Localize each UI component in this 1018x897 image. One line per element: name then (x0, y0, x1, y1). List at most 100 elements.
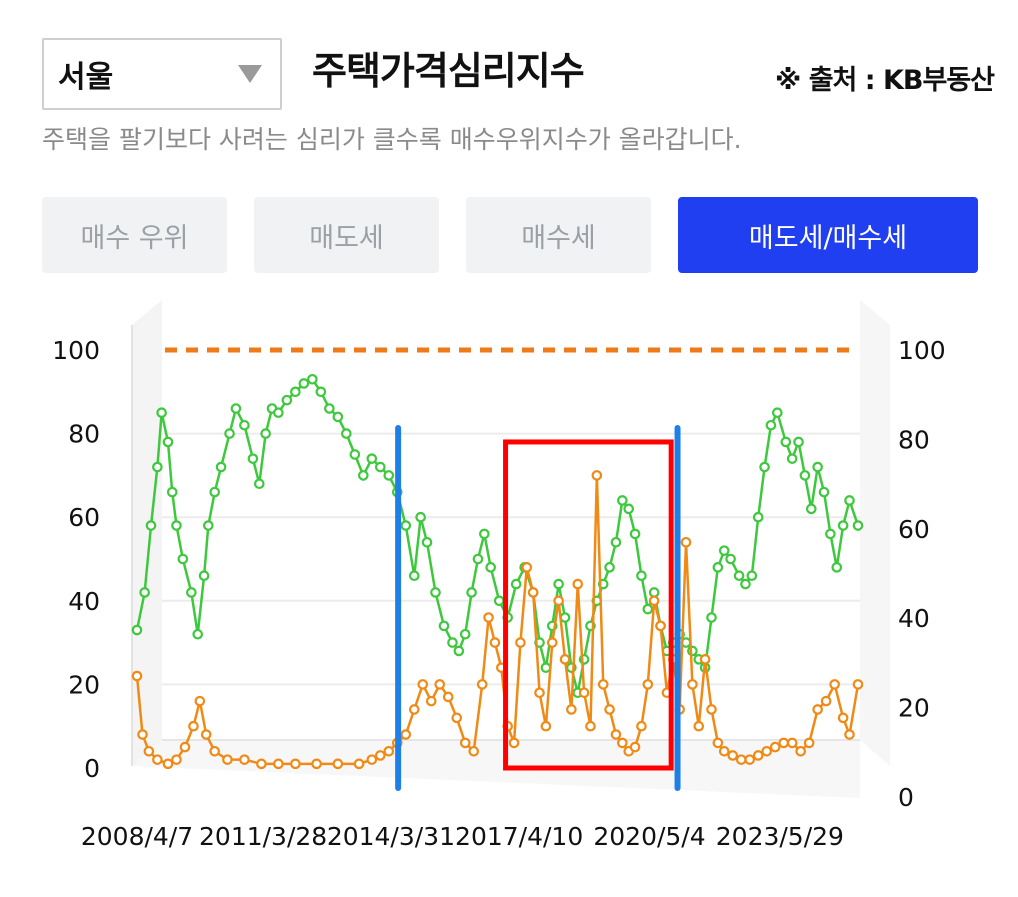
highlight-box (503, 439, 674, 771)
green-point (198, 570, 210, 582)
x-tick-label: 2020/5/4 (593, 822, 705, 851)
green-point (400, 520, 412, 531)
tab-sell-trend[interactable]: 매도세 (254, 197, 439, 273)
green-point (687, 645, 698, 657)
green-point (793, 436, 804, 448)
green-point (332, 411, 344, 423)
green-point (349, 449, 361, 460)
page-title: 주택가격심리지수 (312, 49, 585, 93)
orange-point (546, 637, 558, 648)
green-point (253, 478, 265, 490)
green-point (421, 536, 433, 548)
green-point (230, 403, 242, 414)
green-point (725, 553, 736, 565)
orange-point (680, 536, 692, 548)
green-point (844, 495, 855, 506)
orange-point (383, 745, 395, 757)
orange-point (489, 637, 501, 648)
orange-point (712, 737, 724, 749)
orange-point (451, 712, 463, 724)
orange-point (803, 737, 815, 749)
green-point (383, 470, 395, 481)
x-tick-label: 2023/5/29 (716, 822, 844, 851)
region-select[interactable]: 서울 (42, 38, 282, 110)
orange-point (353, 758, 365, 770)
green-point (610, 536, 622, 548)
green-point (192, 628, 204, 640)
orange-point (366, 754, 378, 765)
green-point (510, 578, 522, 590)
green-point (831, 562, 843, 573)
tab-bar: 매수 우위 매도세 매수세 매도세/매수세 (42, 197, 978, 273)
orange-point (137, 729, 148, 740)
orange-point (693, 720, 705, 732)
green-point (604, 562, 615, 573)
green-point (636, 570, 647, 582)
annotations (395, 425, 681, 791)
orange-point (540, 720, 552, 732)
orange-point (152, 754, 163, 765)
green-point (156, 407, 167, 418)
green-point (152, 461, 163, 473)
orange-point (578, 687, 590, 699)
orange-point (786, 737, 798, 749)
orange-point (273, 758, 284, 770)
orange-point (812, 704, 823, 715)
green-point (642, 603, 654, 615)
orange-point (476, 679, 488, 690)
green-point (453, 645, 465, 657)
green-point (617, 495, 628, 506)
green-point (131, 624, 143, 636)
orange-point (744, 754, 756, 765)
orange-point (425, 695, 437, 707)
green-point (485, 562, 497, 573)
green-point (186, 587, 197, 598)
orange-point (752, 750, 764, 761)
green-point (145, 520, 157, 531)
orange-point (468, 745, 480, 757)
y-right-tick-label: 80 (898, 425, 930, 454)
green-point (298, 378, 310, 389)
green-point (177, 553, 189, 565)
green-point (553, 578, 564, 590)
tab-sell-buy-trend[interactable]: 매도세/매수세 (678, 197, 978, 273)
orange-point (311, 758, 322, 770)
green-point (799, 470, 811, 481)
tab-buy-trend[interactable]: 매수세 (466, 197, 651, 273)
tab-buy-advantage[interactable]: 매수 우위 (42, 197, 227, 273)
orange-line (135, 474, 860, 766)
green-point (203, 520, 214, 531)
green-point (366, 453, 378, 464)
orange-point (459, 737, 471, 749)
chevron-down-icon (238, 65, 262, 83)
green-point (852, 520, 864, 531)
orange-point (735, 754, 747, 765)
orange-point (591, 470, 603, 481)
orange-point (290, 758, 301, 770)
y-right-tick-label: 100 (898, 336, 946, 365)
green-point (759, 461, 770, 473)
series-green (131, 373, 864, 699)
orange-point (194, 695, 206, 707)
orange-point (222, 754, 233, 765)
orange-point (188, 720, 199, 732)
green-point (818, 486, 830, 498)
orange-point (761, 745, 773, 757)
orange-point (534, 687, 545, 699)
orange-point (332, 758, 344, 770)
y-right-tick-label: 0 (898, 783, 914, 812)
green-point (341, 428, 352, 439)
y-left-tick-label: 60 (68, 503, 100, 532)
x-tick-label: 2011/3/28 (199, 822, 327, 851)
green-point (260, 428, 271, 439)
axis-ticks: 0 20 40 60 80 100 0 20 40 60 80 100 2008/4/7 2011/3/2… (52, 336, 945, 851)
y-left-tick-label: 20 (68, 670, 100, 699)
green-point (752, 511, 764, 523)
green-point (718, 545, 730, 556)
green-point (493, 595, 505, 607)
green-point (825, 528, 836, 540)
orange-point (179, 741, 191, 753)
green-point (273, 407, 284, 418)
orange-point (209, 745, 221, 757)
green-point (307, 373, 318, 385)
